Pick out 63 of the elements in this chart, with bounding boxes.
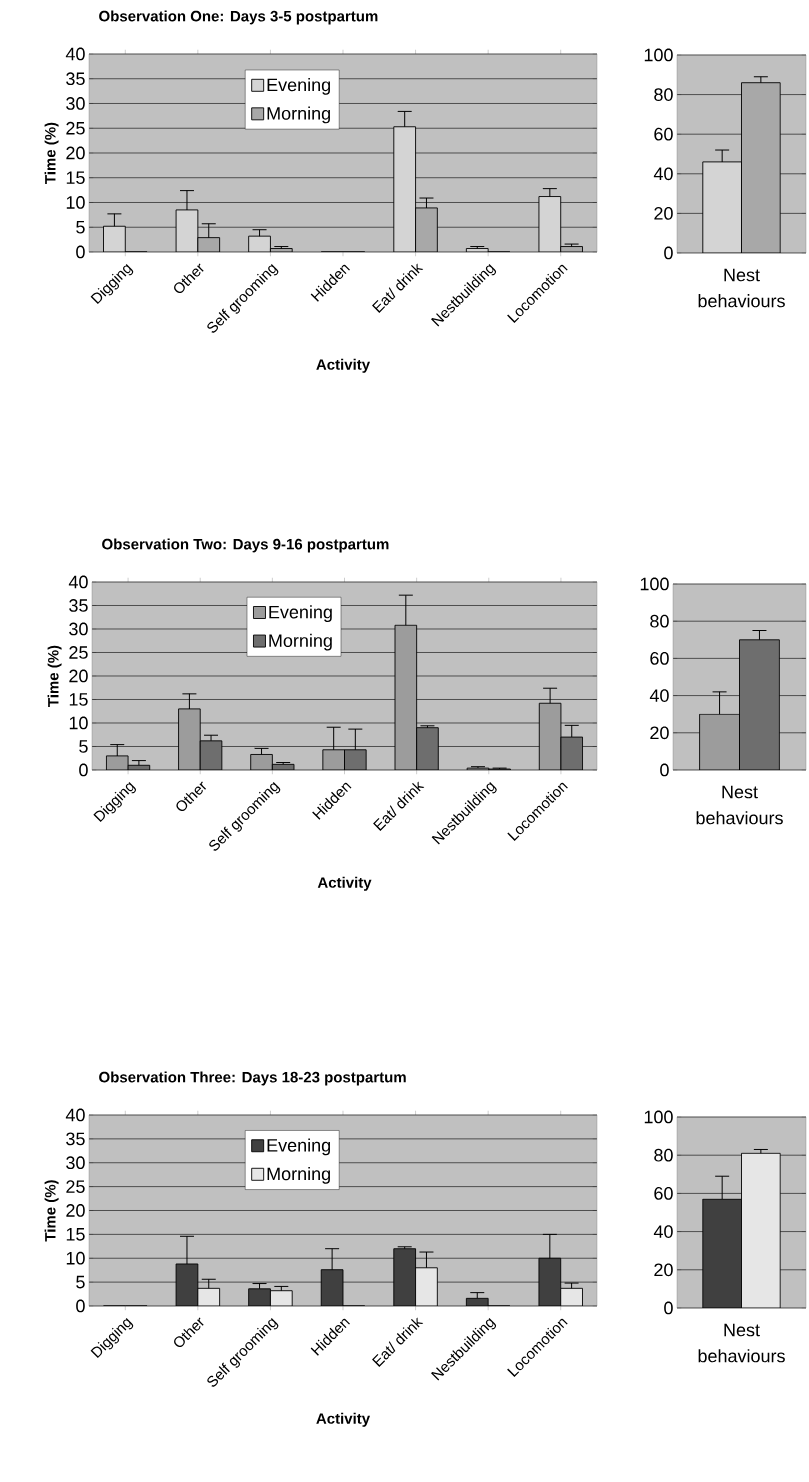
x-tick-label: Nest behaviours — [698, 268, 785, 308]
y-tick-label: 0 — [660, 763, 669, 777]
y-tick-label: 15 — [66, 171, 85, 185]
y-tick-label: 30 — [66, 1156, 85, 1170]
y-axis-title: Time (%) — [47, 645, 62, 707]
x-tick-label: Nest behaviours — [696, 785, 783, 825]
chart-title: Observation One: Days 3-5 postpartum — [99, 10, 378, 25]
y-tick-label: 20 — [69, 669, 88, 683]
legend-label: Evening — [267, 78, 330, 95]
legend-label: Morning — [267, 106, 330, 124]
y-tick-label: 0 — [664, 246, 673, 260]
y-tick-label: 60 — [654, 127, 673, 141]
y-tick-label: 100 — [640, 577, 669, 591]
y-axis-title: Time (%) — [44, 122, 59, 184]
y-tick-label: 30 — [66, 97, 85, 110]
y-tick-label: 40 — [653, 167, 673, 181]
x-tick-label: Nest behaviours — [698, 1323, 785, 1363]
legend-label: Morning — [267, 1167, 330, 1184]
y-tick-label: 20 — [66, 1204, 85, 1217]
y-tick-label: 25 — [66, 1180, 85, 1193]
y-tick-label: 80 — [654, 1148, 673, 1162]
x-axis-title: Activity — [317, 876, 372, 891]
y-tick-label: 0 — [79, 763, 88, 777]
y-tick-label: 35 — [69, 599, 88, 612]
y-tick-label: 0 — [664, 1301, 673, 1315]
y-tick-label: 10 — [66, 1251, 85, 1265]
y-tick-label: 5 — [76, 220, 85, 234]
y-tick-label: 5 — [79, 740, 88, 753]
y-tick-label: 100 — [644, 1110, 673, 1124]
y-tick-label: 20 — [650, 726, 669, 740]
y-tick-label: 0 — [76, 1299, 85, 1313]
y-tick-label: 35 — [66, 72, 85, 86]
y-tick-label: 5 — [76, 1275, 85, 1289]
y-tick-label: 25 — [69, 646, 88, 659]
y-tick-label: 20 — [654, 1263, 673, 1277]
y-tick-label: 20 — [654, 207, 673, 220]
chart-title: Observation Three: Days 18-23 postpartum — [99, 1071, 406, 1086]
y-tick-label: 40 — [65, 47, 85, 61]
legend-label: Evening — [269, 605, 332, 623]
legend-label: Morning — [269, 633, 332, 651]
y-tick-label: 0 — [76, 245, 85, 259]
y-axis-title: Time (%) — [44, 1180, 59, 1242]
y-tick-label: 15 — [66, 1228, 85, 1241]
y-tick-label: 40 — [68, 575, 88, 589]
y-tick-label: 40 — [653, 1225, 673, 1238]
y-tick-label: 60 — [650, 652, 669, 665]
y-tick-label: 10 — [69, 716, 88, 730]
y-tick-label: 35 — [66, 1132, 85, 1146]
y-tick-label: 10 — [66, 196, 85, 209]
chart-title: Observation Two: Days 9-16 postpartum — [102, 538, 389, 553]
y-tick-label: 40 — [65, 1108, 85, 1122]
y-tick-label: 100 — [644, 48, 673, 62]
y-tick-label: 60 — [654, 1187, 673, 1200]
y-tick-label: 15 — [69, 693, 88, 706]
y-tick-label: 25 — [66, 121, 85, 135]
y-tick-label: 40 — [649, 689, 669, 702]
y-tick-label: 80 — [650, 614, 669, 628]
y-tick-label: 80 — [654, 88, 673, 101]
legend-label: Evening — [267, 1138, 330, 1156]
y-tick-label: 30 — [69, 622, 88, 636]
y-tick-label: 20 — [66, 146, 85, 160]
x-axis-title: Activity — [316, 358, 371, 373]
x-axis-title: Activity — [316, 1412, 371, 1427]
